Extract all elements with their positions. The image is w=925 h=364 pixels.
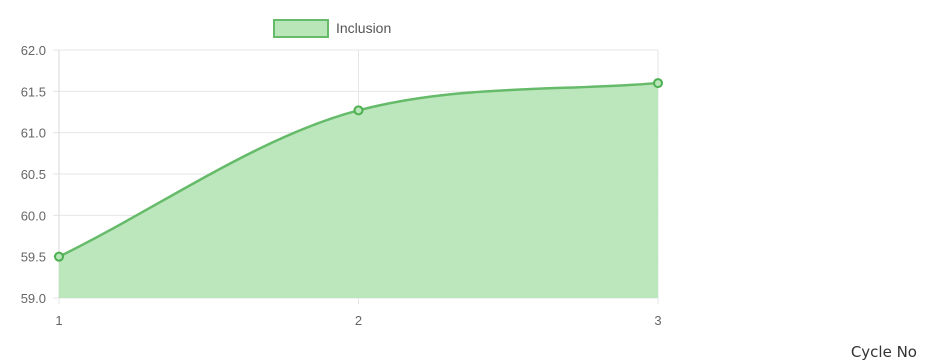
x-axis-label: Cycle No bbox=[850, 343, 917, 361]
x-tick-label: 3 bbox=[654, 313, 661, 328]
series-area-inclusion bbox=[59, 83, 658, 298]
y-tick-label: 60.0 bbox=[21, 208, 46, 223]
y-axis-ticks: 59.0 59.5 60.0 60.5 61.0 61.5 62.0 bbox=[21, 43, 46, 306]
chart-legend[interactable]: Inclusion bbox=[273, 19, 391, 38]
y-tick-label: 59.5 bbox=[21, 250, 46, 265]
data-point-inclusion[interactable] bbox=[653, 78, 663, 89]
data-point-inclusion[interactable] bbox=[54, 251, 64, 262]
y-tick-label: 60.5 bbox=[21, 167, 46, 182]
x-tick-label: 2 bbox=[355, 313, 362, 328]
y-tick-label: 61.0 bbox=[21, 126, 46, 141]
legend-swatch-inclusion[interactable] bbox=[273, 19, 329, 38]
y-tick-label: 62.0 bbox=[21, 43, 46, 58]
x-axis-ticks: 1 2 3 bbox=[55, 313, 661, 328]
y-tick-label: 61.5 bbox=[21, 84, 46, 99]
data-point-inclusion[interactable] bbox=[353, 105, 364, 116]
y-tick-label: 59.0 bbox=[21, 291, 46, 306]
legend-label-inclusion[interactable]: Inclusion bbox=[336, 20, 391, 36]
chart-points-layer bbox=[54, 78, 663, 262]
x-tick-label: 1 bbox=[55, 313, 62, 328]
